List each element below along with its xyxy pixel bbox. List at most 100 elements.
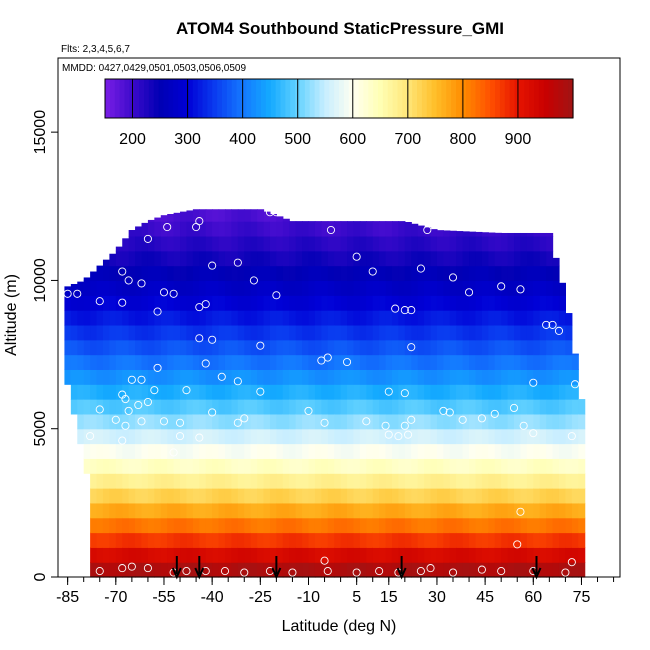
heatmap-cell xyxy=(83,339,91,356)
heatmap-cell xyxy=(347,235,355,252)
heatmap-cell xyxy=(462,428,470,445)
heatmap-cell xyxy=(372,532,380,548)
heatmap-cell xyxy=(507,502,515,519)
heatmap-cell xyxy=(379,443,387,459)
heatmap-cell xyxy=(488,547,496,563)
heatmap-cell xyxy=(244,428,252,445)
heatmap-cell xyxy=(122,532,130,548)
heatmap-cell xyxy=(411,458,419,474)
heatmap-cell xyxy=(237,265,245,282)
heatmap-cell xyxy=(276,280,284,296)
colorbar-swatch xyxy=(548,79,555,118)
heatmap-cell xyxy=(295,235,303,252)
heatmap-cell xyxy=(334,562,342,578)
heatmap-cell xyxy=(83,354,91,370)
heatmap-cell xyxy=(135,354,143,370)
heatmap-cell xyxy=(102,280,110,296)
heatmap-cell xyxy=(160,280,168,296)
heatmap-cell xyxy=(385,324,393,341)
heatmap-cell xyxy=(514,428,522,445)
heatmap-cell xyxy=(186,324,194,341)
heatmap-cell xyxy=(456,547,464,563)
heatmap-cell xyxy=(520,413,528,430)
heatmap-cell xyxy=(398,488,406,504)
heatmap-cell xyxy=(276,339,284,356)
heatmap-cell xyxy=(154,250,162,267)
heatmap-cell xyxy=(353,502,361,519)
heatmap-cell xyxy=(565,532,573,548)
heatmap-cell xyxy=(212,443,220,459)
heatmap-cell xyxy=(494,310,502,326)
heatmap-cell xyxy=(321,339,329,356)
heatmap-cell xyxy=(263,473,271,489)
heatmap-cell xyxy=(244,324,252,341)
heatmap-cell xyxy=(308,310,316,326)
heatmap-cell xyxy=(481,354,489,370)
heatmap-cell xyxy=(64,339,72,356)
heatmap-cell xyxy=(96,458,104,474)
heatmap-cell xyxy=(514,413,522,430)
heatmap-cell xyxy=(565,517,573,534)
heatmap-cell xyxy=(314,532,322,548)
heatmap-cell xyxy=(578,428,586,445)
heatmap-cell xyxy=(391,399,400,415)
heatmap-cell xyxy=(147,488,155,504)
heatmap-cell xyxy=(186,488,194,504)
observation-point xyxy=(124,276,133,285)
heatmap-cell xyxy=(546,384,554,400)
heatmap-cell xyxy=(147,265,155,282)
heatmap-cell xyxy=(391,369,400,385)
heatmap-cell xyxy=(70,369,78,385)
heatmap-cell xyxy=(404,428,412,445)
heatmap-cell xyxy=(295,458,303,474)
observation-point xyxy=(497,567,506,576)
heatmap-cell xyxy=(308,324,316,341)
heatmap-cell xyxy=(353,473,361,489)
heatmap-cell xyxy=(186,547,194,563)
heatmap-cell xyxy=(302,265,310,282)
heatmap-cell xyxy=(520,399,528,415)
heatmap-cell xyxy=(449,488,457,504)
heatmap-cell xyxy=(366,369,374,385)
heatmap-cell xyxy=(321,324,329,341)
heatmap-cell xyxy=(475,369,483,385)
heatmap-cell xyxy=(456,517,464,534)
heatmap-cell xyxy=(289,547,297,563)
heatmap-cell xyxy=(443,413,451,430)
heatmap-cell xyxy=(462,295,470,311)
heatmap-cell xyxy=(263,324,271,341)
heatmap-cell xyxy=(501,384,509,400)
heatmap-cell xyxy=(102,532,110,548)
heatmap-cell xyxy=(224,209,233,222)
heatmap-cell xyxy=(212,209,220,222)
heatmap-cell xyxy=(289,532,297,548)
heatmap-cell xyxy=(205,221,213,237)
colorbar-swatch xyxy=(426,79,433,118)
heatmap-cell xyxy=(456,443,464,459)
heatmap-cell xyxy=(443,339,451,356)
heatmap-cell xyxy=(507,295,515,311)
x-tick-label: -85 xyxy=(56,589,79,606)
heatmap-cell xyxy=(494,502,502,519)
heatmap-cell xyxy=(160,428,168,445)
heatmap-cell xyxy=(102,413,110,430)
heatmap-cell xyxy=(276,517,284,534)
heatmap-cell xyxy=(520,532,528,548)
heatmap-cell xyxy=(501,443,509,459)
heatmap-cell xyxy=(90,443,98,459)
heatmap-cell xyxy=(250,265,258,282)
heatmap-cell xyxy=(314,473,322,489)
heatmap-cell xyxy=(64,295,72,311)
heatmap-cell xyxy=(424,324,432,341)
heatmap-cell xyxy=(424,547,432,563)
heatmap-cell xyxy=(366,473,374,489)
heatmap-cell xyxy=(552,384,560,400)
heatmap-cell xyxy=(218,280,226,296)
heatmap-cell xyxy=(263,339,271,356)
heatmap-cell xyxy=(77,369,85,385)
heatmap-cell xyxy=(424,227,432,237)
observation-point xyxy=(169,448,178,457)
heatmap-cell xyxy=(289,443,297,459)
heatmap-cell xyxy=(366,295,374,311)
heatmap-cell xyxy=(417,502,425,519)
